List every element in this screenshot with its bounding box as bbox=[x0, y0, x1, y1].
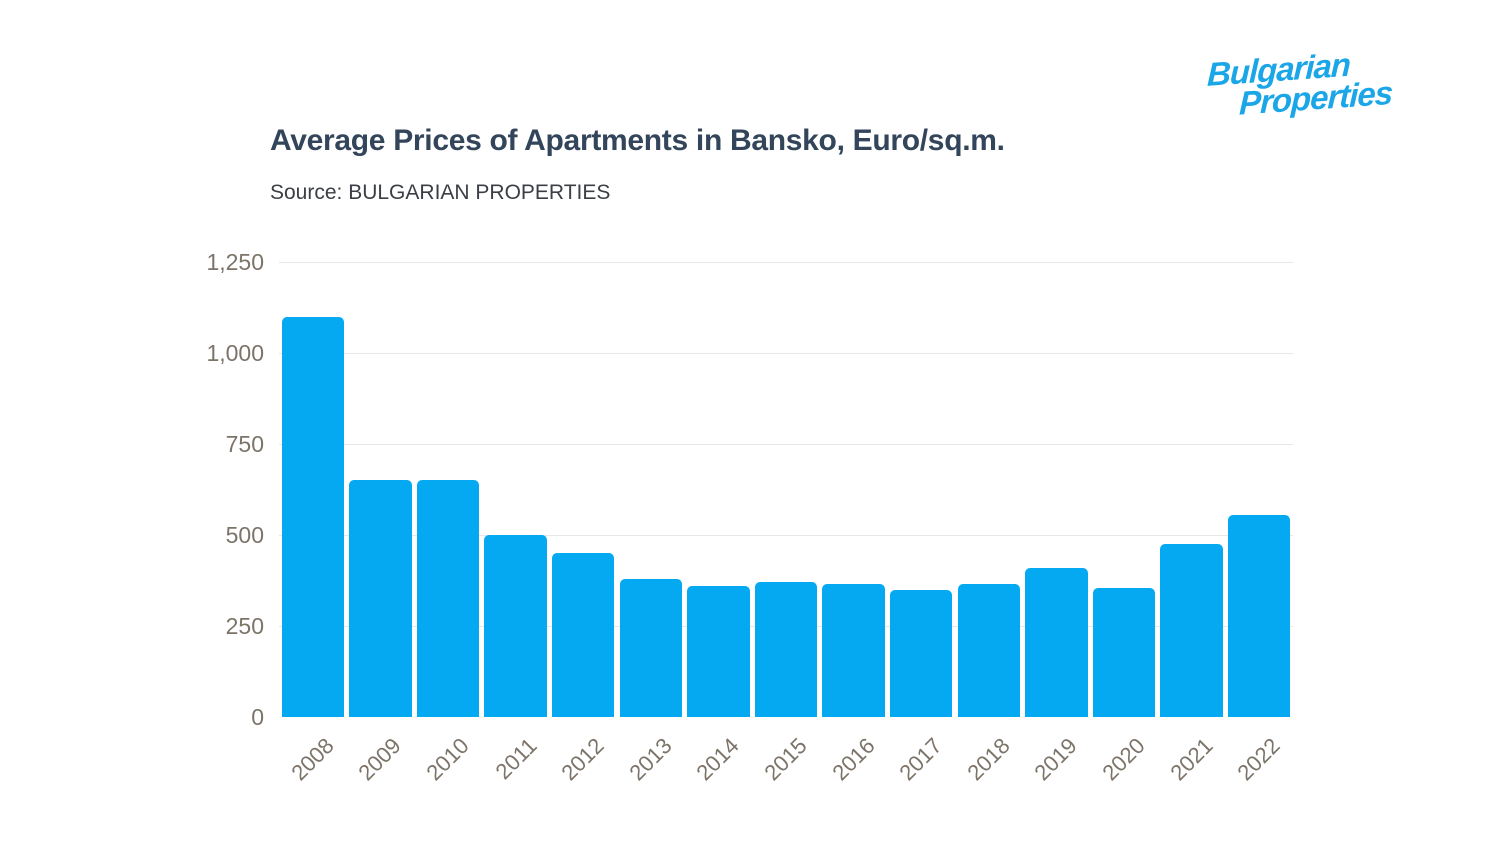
x-axis-tick-label-2009: 2009 bbox=[353, 733, 407, 786]
x-axis-tick-label-2015: 2015 bbox=[759, 733, 812, 786]
x-axis-tick-label-2012: 2012 bbox=[556, 733, 609, 786]
bar-2016 bbox=[822, 584, 885, 717]
bar-2013 bbox=[619, 578, 683, 717]
x-axis-tick-label-2021: 2021 bbox=[1164, 733, 1218, 786]
bar-2018 bbox=[957, 584, 1021, 717]
gridline-500 bbox=[279, 534, 1293, 536]
y-axis-tick-label: 1,250 bbox=[206, 249, 264, 275]
x-axis-tick-label-2018: 2018 bbox=[962, 733, 1015, 786]
bar-2021 bbox=[1160, 544, 1223, 717]
bar-2010 bbox=[416, 480, 480, 717]
x-axis-tick-label-2017: 2017 bbox=[894, 733, 947, 786]
bar-2009 bbox=[349, 480, 412, 717]
bar-2019 bbox=[1025, 567, 1088, 717]
y-axis-tick-label: 250 bbox=[225, 613, 264, 639]
y-axis-tick-label: 0 bbox=[251, 704, 264, 730]
bar-2014 bbox=[687, 585, 750, 717]
gridline-1000 bbox=[279, 352, 1293, 354]
bar-2017 bbox=[889, 589, 953, 717]
bulgarian-properties-logo: Bulgarian Properties bbox=[1206, 41, 1460, 122]
x-axis-tick-label-2016: 2016 bbox=[826, 733, 880, 786]
x-axis-tick-label-2022: 2022 bbox=[1232, 733, 1285, 786]
chart-source-label: Source: BULGARIAN PROPERTIES bbox=[270, 181, 611, 204]
y-axis-tick-label: 750 bbox=[225, 431, 264, 457]
bar-2020 bbox=[1092, 587, 1156, 717]
x-axis-tick-label-2010: 2010 bbox=[421, 733, 474, 786]
bar-2011 bbox=[484, 535, 547, 717]
x-axis-tick-label-2014: 2014 bbox=[691, 733, 745, 786]
gridline-1250 bbox=[279, 261, 1293, 263]
x-axis-tick-label-2020: 2020 bbox=[1097, 733, 1150, 786]
x-axis-tick-label-2008: 2008 bbox=[286, 733, 339, 786]
x-axis-tick-label-2013: 2013 bbox=[624, 733, 677, 786]
bar-2022 bbox=[1227, 514, 1291, 717]
gridline-750 bbox=[279, 443, 1293, 445]
bar-2015 bbox=[754, 582, 818, 717]
y-axis-tick-label: 1,000 bbox=[206, 340, 264, 366]
x-axis-tick-label-2011: 2011 bbox=[490, 733, 542, 785]
y-axis-tick-label: 500 bbox=[225, 522, 264, 548]
x-axis-tick-label-2019: 2019 bbox=[1029, 733, 1083, 786]
bar-2012 bbox=[551, 553, 615, 717]
bar-2008 bbox=[281, 316, 345, 717]
chart-title: Average Prices of Apartments in Bansko, … bbox=[270, 124, 1005, 157]
